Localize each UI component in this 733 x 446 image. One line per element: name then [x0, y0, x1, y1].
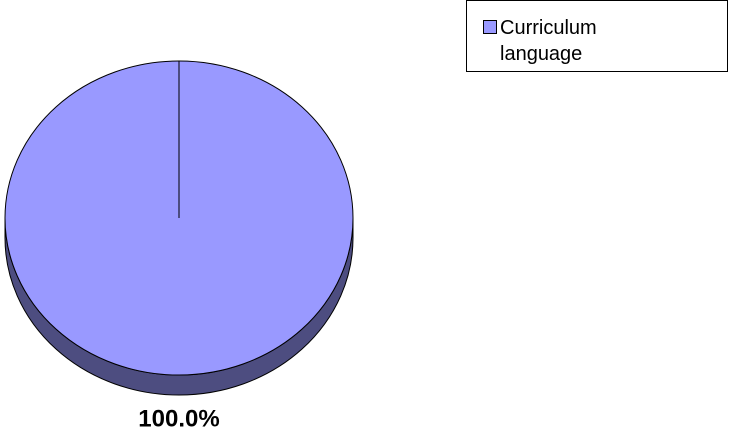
legend: Curriculum language — [466, 0, 728, 72]
legend-item: Curriculum language — [483, 15, 610, 67]
legend-swatch — [483, 20, 497, 34]
legend-label: Curriculum language — [500, 17, 597, 65]
data-label: 100.0% — [138, 405, 219, 432]
